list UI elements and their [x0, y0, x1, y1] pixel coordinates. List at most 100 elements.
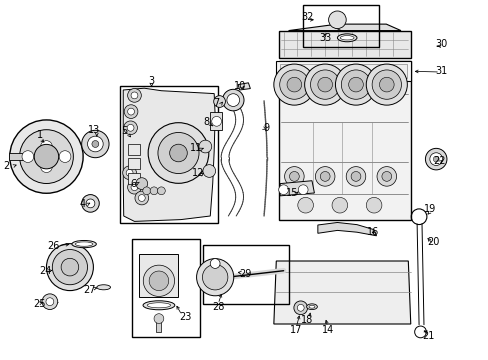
Circle shape — [41, 141, 52, 152]
Circle shape — [279, 70, 308, 99]
Polygon shape — [273, 261, 410, 324]
Text: 23: 23 — [179, 312, 192, 322]
Text: 3: 3 — [148, 76, 154, 86]
Bar — [276, 61, 410, 81]
Text: 9: 9 — [263, 123, 268, 133]
Text: 31: 31 — [434, 66, 447, 76]
Text: 4: 4 — [79, 199, 85, 210]
Text: 21: 21 — [421, 330, 434, 341]
Bar — [139, 254, 178, 297]
Circle shape — [142, 187, 150, 195]
Bar — [278, 61, 410, 220]
Circle shape — [123, 121, 137, 135]
Circle shape — [379, 77, 393, 92]
Circle shape — [432, 156, 438, 162]
Circle shape — [136, 178, 147, 189]
Circle shape — [315, 167, 334, 186]
Circle shape — [169, 144, 187, 162]
Circle shape — [320, 171, 329, 181]
Text: 8: 8 — [203, 117, 209, 127]
Bar — [210, 112, 222, 130]
Bar — [280, 64, 406, 78]
Circle shape — [158, 132, 199, 174]
Text: 7: 7 — [213, 98, 219, 108]
Polygon shape — [123, 88, 215, 221]
Circle shape — [61, 258, 79, 276]
Text: 15: 15 — [285, 188, 298, 198]
Circle shape — [211, 116, 221, 126]
Circle shape — [293, 301, 307, 315]
Circle shape — [42, 294, 58, 310]
Circle shape — [366, 197, 381, 213]
Circle shape — [81, 195, 99, 212]
Circle shape — [371, 70, 401, 99]
Polygon shape — [317, 222, 376, 236]
Text: 14: 14 — [321, 325, 333, 336]
Text: 20: 20 — [426, 237, 439, 247]
Circle shape — [331, 197, 347, 213]
Ellipse shape — [308, 305, 314, 308]
Circle shape — [376, 167, 396, 186]
Circle shape — [297, 197, 313, 213]
Circle shape — [143, 265, 174, 296]
Ellipse shape — [337, 34, 356, 42]
Polygon shape — [288, 24, 400, 31]
Text: 1: 1 — [37, 130, 43, 140]
Text: 29: 29 — [239, 269, 251, 279]
Text: 6: 6 — [130, 179, 136, 189]
Circle shape — [86, 199, 95, 208]
Circle shape — [317, 77, 332, 92]
Ellipse shape — [75, 242, 93, 246]
Text: 12: 12 — [191, 168, 204, 178]
Ellipse shape — [72, 240, 96, 248]
Circle shape — [150, 187, 158, 195]
Text: 32: 32 — [300, 12, 313, 22]
Bar — [203, 245, 288, 304]
Circle shape — [22, 151, 34, 162]
Circle shape — [52, 249, 87, 285]
Circle shape — [92, 140, 99, 148]
Text: 26: 26 — [47, 240, 60, 251]
Text: 28: 28 — [211, 302, 224, 312]
Circle shape — [348, 77, 363, 92]
Circle shape — [122, 166, 136, 180]
Text: 5: 5 — [122, 126, 127, 136]
Circle shape — [149, 271, 168, 291]
Circle shape — [59, 151, 71, 162]
Circle shape — [341, 70, 370, 99]
Circle shape — [222, 89, 244, 111]
Circle shape — [127, 180, 141, 194]
Text: 11: 11 — [190, 143, 203, 153]
Circle shape — [46, 244, 93, 291]
Circle shape — [127, 108, 134, 115]
Text: 10: 10 — [233, 81, 245, 91]
Text: 2: 2 — [4, 161, 10, 171]
Bar — [120, 86, 217, 223]
Circle shape — [199, 140, 211, 153]
Circle shape — [203, 165, 215, 177]
Ellipse shape — [97, 285, 110, 290]
Circle shape — [286, 77, 301, 92]
Circle shape — [124, 105, 138, 118]
Circle shape — [41, 161, 52, 172]
Circle shape — [284, 167, 304, 186]
Circle shape — [196, 258, 233, 296]
Ellipse shape — [147, 303, 170, 308]
Bar — [128, 144, 140, 155]
Circle shape — [131, 92, 138, 99]
Ellipse shape — [142, 301, 175, 310]
Polygon shape — [280, 181, 314, 196]
Circle shape — [289, 171, 299, 181]
Text: 24: 24 — [39, 266, 51, 276]
Circle shape — [126, 169, 133, 176]
Circle shape — [202, 265, 227, 290]
Circle shape — [335, 64, 376, 105]
Circle shape — [213, 96, 225, 107]
Bar — [303, 5, 378, 47]
Circle shape — [135, 191, 148, 205]
Circle shape — [366, 64, 407, 105]
Circle shape — [278, 185, 288, 195]
Circle shape — [210, 258, 220, 269]
Circle shape — [138, 194, 145, 202]
Circle shape — [127, 89, 141, 102]
